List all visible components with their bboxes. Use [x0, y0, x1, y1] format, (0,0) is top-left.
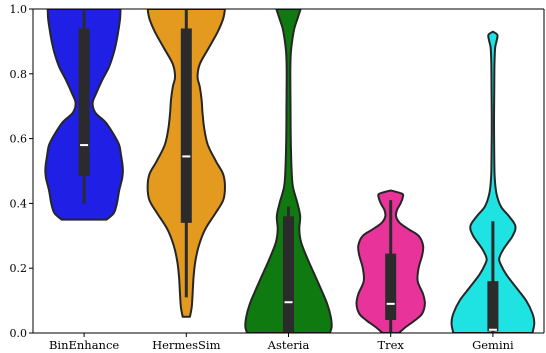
y-tick-label: 1.0	[10, 3, 28, 16]
y-tick-label: 0.2	[10, 262, 28, 275]
violin-gemini	[450, 30, 536, 333]
x-tick-label-binenhance: BinEnhance	[49, 338, 119, 352]
plot-area	[44, 9, 536, 333]
y-tick-label: 0.4	[10, 197, 28, 210]
violins-group	[44, 9, 536, 333]
iqr-box-hermessim	[180, 28, 192, 223]
violin-asteria	[244, 9, 333, 333]
y-tick-label: 0.8	[10, 68, 28, 81]
iqr-box-binenhance	[78, 28, 90, 176]
y-tick-label: 0.6	[10, 133, 28, 146]
iqr-box-gemini	[487, 281, 499, 332]
iqr-box-trex	[385, 253, 397, 321]
y-tick-label: 0.0	[10, 327, 28, 340]
axes: 0.0 0.2 0.4 0.6 0.8 1.0 BinEnhance HermesSim Ast…	[10, 3, 545, 352]
x-tick-label-gemini: Gemini	[472, 338, 514, 352]
x-tick-label-trex: Trex	[377, 338, 404, 352]
x-tick-label-asteria: Asteria	[267, 338, 310, 352]
x-tick-label-hermessim: HermesSim	[152, 338, 221, 352]
iqr-box-asteria	[283, 216, 294, 333]
